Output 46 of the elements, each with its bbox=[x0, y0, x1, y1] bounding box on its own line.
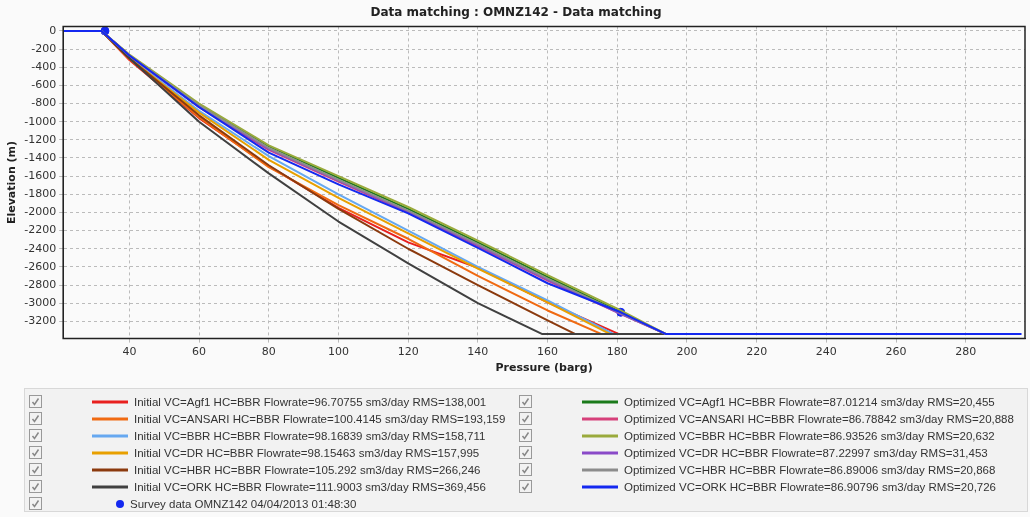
legend-label: Initial VC=Agf1 HC=BBR Flowrate=96.70755 sm3/day RMS=138,001 bbox=[134, 395, 487, 408]
x-tick-label: 40 bbox=[122, 345, 137, 359]
chart-title: Data matching : OMNZ142 - Data matching bbox=[370, 5, 662, 20]
y-tick-label: -2200 bbox=[24, 223, 57, 237]
legend-label: Optimized VC=ANSARI HC=BBR Flowrate=86.78842 sm3/day RMS=20,888 bbox=[624, 412, 1014, 425]
x-tick-label: 80 bbox=[261, 345, 276, 359]
x-tick-label: 120 bbox=[397, 345, 419, 359]
x-tick-label: 260 bbox=[885, 345, 907, 359]
legend-label: Survey data OMNZ142 04/04/2013 01:48:30 bbox=[130, 497, 357, 510]
x-tick-label: 160 bbox=[537, 345, 559, 359]
legend-label: Optimized VC=BBR HC=BBR Flowrate=86.93526 sm3/day RMS=20,632 bbox=[624, 429, 995, 442]
legend-label: Optimized VC=DR HC=BBR Flowrate=87.22997 sm3/day RMS=31,453 bbox=[624, 446, 988, 459]
x-tick-label: 140 bbox=[467, 345, 489, 359]
x-axis-title: Pressure (barg) bbox=[495, 361, 593, 375]
y-tick-label: -200 bbox=[31, 41, 57, 55]
x-tick-label: 180 bbox=[606, 345, 628, 359]
y-axis-title: Elevation (m) bbox=[5, 140, 19, 225]
y-tick-label: -2600 bbox=[24, 259, 57, 273]
y-tick-label: -1200 bbox=[24, 132, 57, 146]
y-tick-label: -1000 bbox=[24, 114, 57, 128]
x-tick-label: 60 bbox=[192, 345, 207, 359]
legend-label: Initial VC=BBR HC=BBR Flowrate=98.16839 sm3/day RMS=158,711 bbox=[134, 429, 486, 442]
x-tick-label: 280 bbox=[955, 345, 977, 359]
x-tick-label: 100 bbox=[327, 345, 349, 359]
y-tick-label: -1400 bbox=[24, 150, 57, 164]
y-tick-label: -2000 bbox=[24, 205, 57, 219]
x-tick-label: 240 bbox=[815, 345, 837, 359]
y-tick-label: -2800 bbox=[24, 277, 57, 291]
y-tick-label: -2400 bbox=[24, 241, 57, 255]
legend-label: Optimized VC=HBR HC=BBR Flowrate=86.89006 sm3/day RMS=20,868 bbox=[624, 463, 996, 476]
y-tick-label: -400 bbox=[31, 60, 57, 74]
y-tick-label: -600 bbox=[31, 78, 57, 92]
legend-label: Initial VC=ANSARI HC=BBR Flowrate=100.4145 sm3/day RMS=193,159 bbox=[134, 412, 506, 425]
y-tick-label: -3000 bbox=[24, 296, 57, 310]
y-tick-label: -800 bbox=[31, 96, 57, 110]
x-tick-label: 220 bbox=[746, 345, 768, 359]
y-tick-label: 0 bbox=[49, 23, 57, 37]
legend-label: Initial VC=DR HC=BBR Flowrate=98.15463 sm3/day RMS=157,995 bbox=[134, 446, 480, 459]
legend-label: Optimized VC=ORK HC=BBR Flowrate=86.90796 sm3/day RMS=20,726 bbox=[624, 480, 997, 493]
x-tick-label: 200 bbox=[676, 345, 698, 359]
legend-label: Initial VC=HBR HC=BBR Flowrate=105.292 sm3/day RMS=266,246 bbox=[134, 463, 481, 476]
legend-label: Optimized VC=Agf1 HC=BBR Flowrate=87.01214 sm3/day RMS=20,455 bbox=[624, 395, 995, 408]
y-tick-label: -3200 bbox=[24, 314, 57, 328]
y-tick-label: -1800 bbox=[24, 187, 57, 201]
y-tick-label: -1600 bbox=[24, 169, 57, 183]
legend-label: Initial VC=ORK HC=BBR Flowrate=111.9003 sm3/day RMS=369,456 bbox=[134, 480, 486, 493]
